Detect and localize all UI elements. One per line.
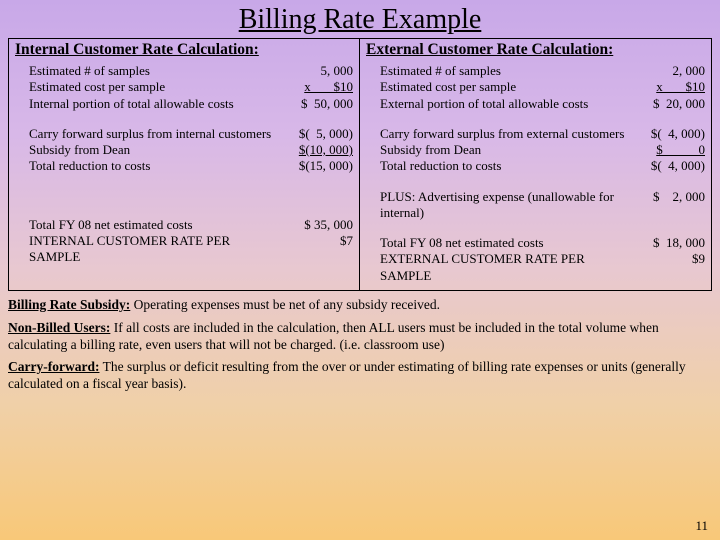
internal-column: Internal Customer Rate Calculation: Esti…	[9, 39, 360, 290]
row-value: $ 18, 000	[633, 235, 705, 251]
row-value: $ 2, 000	[633, 189, 705, 222]
row-value: $ 0	[633, 142, 705, 158]
row-label: Internal portion of total allowable cost…	[29, 96, 281, 112]
row-value: $9	[633, 251, 705, 284]
table-row: Estimated cost per sample x $10	[380, 79, 705, 95]
table-row: Internal portion of total allowable cost…	[29, 96, 353, 112]
note-text: Operating expenses must be net of any su…	[130, 297, 440, 312]
row-value: $( 4, 000)	[633, 158, 705, 174]
row-label: Carry forward surplus from external cust…	[380, 126, 633, 142]
table-row: Estimated cost per sample x $10	[29, 79, 353, 95]
note-heading: Non-Billed Users:	[8, 320, 110, 335]
table-row: Total FY 08 net estimated costs $ 18, 00…	[380, 235, 705, 251]
table-row: Subsidy from Dean $(10, 000)	[29, 142, 353, 158]
row-label: Total FY 08 net estimated costs	[29, 217, 281, 233]
row-value: $ 20, 000	[633, 96, 705, 112]
row-value: $(15, 000)	[281, 158, 353, 174]
internal-heading: Internal Customer Rate Calculation:	[15, 41, 353, 59]
table-row: Estimated # of samples 2, 000	[380, 63, 705, 79]
row-label: Total reduction to costs	[380, 158, 633, 174]
table-row: EXTERNAL CUSTOMER RATE PER SAMPLE $9	[380, 251, 705, 284]
row-value: $( 4, 000)	[633, 126, 705, 142]
note-nonbilled: Non-Billed Users: If all costs are inclu…	[8, 320, 712, 354]
row-value: $ 35, 000	[281, 217, 353, 233]
note-heading: Carry-forward:	[8, 359, 99, 374]
external-heading: External Customer Rate Calculation:	[366, 41, 705, 59]
page-title: Billing Rate Example	[0, 0, 720, 38]
table-row: Carry forward surplus from external cust…	[380, 126, 705, 142]
row-label: Estimated cost per sample	[380, 79, 633, 95]
row-label: Estimated # of samples	[380, 63, 633, 79]
page-number: 11	[695, 518, 708, 534]
note-heading: Billing Rate Subsidy:	[8, 297, 130, 312]
table-row: External portion of total allowable cost…	[380, 96, 705, 112]
row-label: PLUS: Advertising expense (unallowable f…	[380, 189, 633, 222]
row-label: Estimated # of samples	[29, 63, 281, 79]
row-label: Subsidy from Dean	[380, 142, 633, 158]
note-subsidy: Billing Rate Subsidy: Operating expenses…	[8, 297, 712, 314]
row-value: $ 50, 000	[281, 96, 353, 112]
row-value: 2, 000	[633, 63, 705, 79]
row-label: External portion of total allowable cost…	[380, 96, 633, 112]
row-value: $( 5, 000)	[281, 126, 353, 142]
table-row: Estimated # of samples 5, 000	[29, 63, 353, 79]
external-column: External Customer Rate Calculation: Esti…	[360, 39, 711, 290]
table-row: Total reduction to costs $(15, 000)	[29, 158, 353, 174]
row-label: EXTERNAL CUSTOMER RATE PER SAMPLE	[380, 251, 633, 284]
note-carryforward: Carry-forward: The surplus or deficit re…	[8, 359, 712, 393]
row-label: Subsidy from Dean	[29, 142, 281, 158]
row-value: 5, 000	[281, 63, 353, 79]
row-label: Total reduction to costs	[29, 158, 281, 174]
note-text: The surplus or deficit resulting from th…	[8, 359, 686, 391]
row-value: $7	[281, 233, 353, 266]
row-value: $(10, 000)	[281, 142, 353, 158]
row-label: Carry forward surplus from internal cust…	[29, 126, 281, 142]
row-label: INTERNAL CUSTOMER RATE PER SAMPLE	[29, 233, 281, 266]
row-value: x $10	[281, 79, 353, 95]
row-label: Total FY 08 net estimated costs	[380, 235, 633, 251]
table-row: Total FY 08 net estimated costs $ 35, 00…	[29, 217, 353, 233]
calculation-columns: Internal Customer Rate Calculation: Esti…	[8, 38, 712, 291]
row-label: Estimated cost per sample	[29, 79, 281, 95]
table-row: Carry forward surplus from internal cust…	[29, 126, 353, 142]
table-row: INTERNAL CUSTOMER RATE PER SAMPLE $7	[29, 233, 353, 266]
row-value: x $10	[633, 79, 705, 95]
table-row: Subsidy from Dean $ 0	[380, 142, 705, 158]
table-row: PLUS: Advertising expense (unallowable f…	[380, 189, 705, 222]
table-row: Total reduction to costs $( 4, 000)	[380, 158, 705, 174]
